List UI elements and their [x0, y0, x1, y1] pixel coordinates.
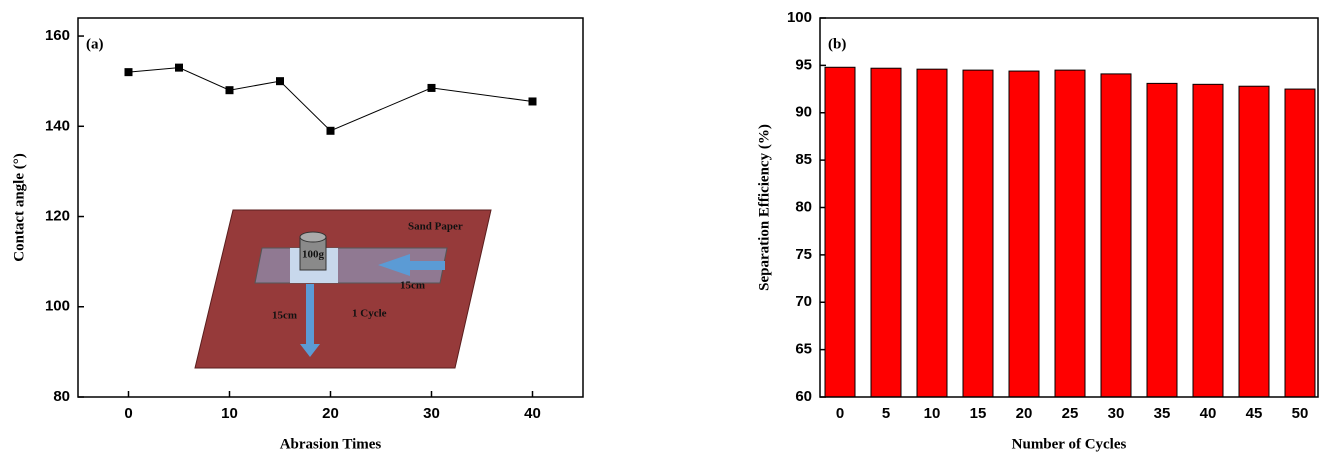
x-tick-label: 30 [1108, 405, 1125, 422]
y-axis-label: Separation Efficiency (%) [756, 124, 772, 291]
bar [825, 67, 855, 397]
y-tick-label: 80 [53, 388, 70, 405]
bar [1285, 89, 1315, 397]
y-axis-label: Contact angle (°) [11, 153, 27, 261]
x-axis-label: Abrasion Times [280, 436, 382, 452]
y-tick-label: 65 [795, 341, 812, 358]
weight-top [300, 232, 326, 242]
x-tick-label: 35 [1154, 405, 1171, 422]
data-point [175, 64, 183, 72]
x-tick-label: 45 [1246, 405, 1263, 422]
panel-label: (b) [828, 36, 846, 52]
bar [1239, 86, 1269, 397]
data-point [428, 84, 436, 92]
x-tick-label: 40 [1200, 405, 1217, 422]
inset-label: 15cm [272, 310, 297, 322]
data-line [129, 68, 533, 131]
y-tick-label: 70 [795, 293, 812, 310]
x-tick-label: 0 [836, 405, 844, 422]
inset-label: 1 Cycle [352, 308, 387, 320]
bar [1147, 83, 1177, 397]
x-tick-label: 40 [524, 405, 541, 422]
bar [1101, 74, 1131, 397]
y-tick-label: 80 [795, 198, 812, 215]
x-tick-label: 20 [322, 405, 339, 422]
data-point [529, 97, 537, 105]
data-point [276, 77, 284, 85]
y-tick-label: 120 [45, 207, 70, 224]
bar [1193, 84, 1223, 397]
x-tick-label: 0 [124, 405, 132, 422]
inset-label: 100g [302, 249, 325, 261]
x-tick-label: 20 [1016, 405, 1033, 422]
x-tick-label: 30 [423, 405, 440, 422]
page: (a)Abrasion TimesContact angle (°)801001… [0, 0, 1320, 455]
bar [963, 70, 993, 397]
y-tick-label: 100 [45, 298, 70, 315]
y-tick-label: 60 [795, 388, 812, 405]
x-tick-label: 25 [1062, 405, 1079, 422]
y-tick-label: 140 [45, 117, 70, 134]
data-point [125, 68, 133, 76]
panel: (b) Number of Cycles Separation Efficiency… [756, 9, 1315, 452]
y-tick-label: 95 [795, 56, 812, 73]
bar [1055, 70, 1085, 397]
panel-label: (a) [86, 36, 104, 52]
inset-label: 15cm [400, 280, 425, 292]
sand-paper [195, 210, 491, 368]
y-tick-label: 85 [795, 151, 812, 168]
y-tick-label: 160 [45, 27, 70, 44]
y-tick-label: 100 [787, 9, 812, 26]
bar [917, 69, 947, 397]
x-tick-label: 50 [1292, 405, 1309, 422]
y-tick-label: 75 [795, 246, 812, 263]
x-tick-label: 10 [924, 405, 941, 422]
x-tick-label: 5 [882, 405, 890, 422]
data-point [327, 127, 335, 135]
x-axis-label: Number of Cycles [1012, 436, 1127, 452]
inset-label: Sand Paper [408, 221, 463, 233]
inset-illustration: Sand Paper 100g 15cm 15cm 1 Cycle [195, 210, 491, 368]
bar [871, 68, 901, 397]
x-tick-label: 15 [970, 405, 987, 422]
x-tick-label: 10 [221, 405, 238, 422]
data-point [226, 86, 234, 94]
y-tick-label: 90 [795, 104, 812, 121]
bar [1009, 71, 1039, 397]
figure: (a)Abrasion TimesContact angle (°)801001… [0, 0, 1320, 455]
